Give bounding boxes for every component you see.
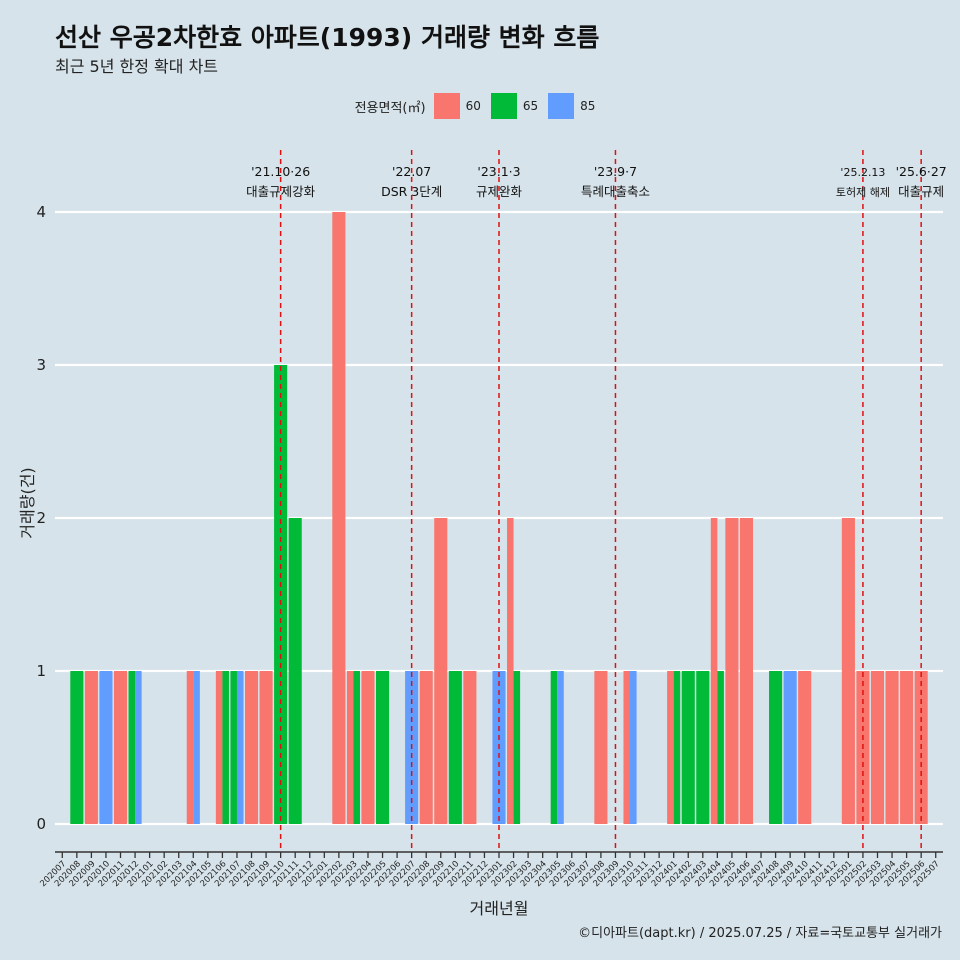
- legend: 전용면적(㎡) 60 65 85: [0, 93, 960, 119]
- bar-202202-60: [332, 212, 346, 824]
- bar-202401-65: [673, 671, 681, 824]
- bar-202404-65: [717, 671, 724, 824]
- bar-202109-60: [259, 671, 273, 824]
- annotation-label-202301: 규제완화: [476, 184, 523, 199]
- bar-202107-85: [236, 671, 244, 824]
- bar-202011-60: [113, 671, 128, 824]
- bar-202209-60: [434, 518, 448, 824]
- bar-202104-60: [186, 671, 194, 824]
- annotation-date-202207: '22.07: [392, 164, 431, 179]
- legend-title: 전용면적(㎡): [354, 100, 426, 116]
- y-axis-title: 거래량(건): [18, 467, 37, 538]
- legend-item-85: 85: [548, 93, 595, 119]
- chart-title: 선산 우공2차한효 아파트(1993) 거래량 변화 흐름: [55, 23, 600, 52]
- bar-202501-60: [841, 518, 855, 824]
- bar-202210-65: [448, 671, 462, 824]
- legend-key-65: [490, 93, 517, 119]
- bar-202402-65: [681, 671, 695, 824]
- annotation-date-202502: '25.2.13: [840, 166, 885, 179]
- bar-202104-85: [193, 671, 200, 824]
- bar-202211-60: [463, 671, 477, 824]
- annotation-label-202207: DSR 3단계: [381, 184, 442, 199]
- bar-202106-65: [222, 671, 229, 824]
- legend-key-85: [548, 93, 575, 119]
- annotation-label-202110: 대출규제강화: [246, 184, 316, 199]
- bar-202012-65: [128, 671, 136, 824]
- y-tick-label: 3: [36, 356, 46, 374]
- bar-202106-60: [215, 671, 223, 824]
- annotation-label-202506: 대출규제: [898, 184, 944, 199]
- bar-202505-60: [900, 671, 914, 824]
- annotation-date-202506: '25.6·27: [896, 164, 947, 179]
- bar-202405-60: [725, 518, 739, 824]
- y-tick-label: 2: [36, 509, 46, 527]
- bar-202009-60: [84, 671, 98, 824]
- bar-202012-85: [135, 671, 142, 824]
- bar-202401-60: [667, 671, 674, 824]
- bar-202305-85: [557, 671, 564, 824]
- bar-202305-65: [550, 671, 558, 824]
- bar-202308-60: [594, 671, 608, 824]
- bar-202204-60: [361, 671, 375, 824]
- legend-label-60: 60: [465, 99, 481, 113]
- bar-202302-60: [507, 518, 514, 824]
- y-tick-label: 1: [36, 662, 46, 680]
- bar-202111-65: [288, 518, 302, 824]
- bar-202504-60: [885, 671, 899, 824]
- chart-subtitle: 최근 5년 한정 확대 차트: [55, 57, 219, 76]
- bar-202404-60: [710, 518, 718, 824]
- bar-202503-60: [870, 671, 885, 824]
- legend-label-65: 65: [522, 99, 539, 113]
- bar-202208-60: [419, 671, 433, 824]
- bar-202410-60: [798, 671, 812, 824]
- bar-202108-60: [244, 671, 259, 824]
- bar-202205-65: [375, 671, 390, 824]
- bar-202008-65: [70, 671, 84, 824]
- y-tick-label: 0: [36, 815, 46, 833]
- annotation-date-202110: '21.10·26: [251, 164, 310, 179]
- x-axis-title: 거래년월: [470, 899, 529, 918]
- y-tick-label: 4: [36, 203, 46, 221]
- bar-202203-60: [346, 671, 354, 824]
- chart-caption: ©디아파트(dapt.kr) / 2025.07.25 / 자료=국토교통부 실…: [578, 926, 942, 941]
- annotation-date-202301: '23.1·3: [477, 164, 520, 179]
- bar-202203-65: [353, 671, 360, 824]
- legend-item-65: 65: [490, 93, 539, 119]
- bar-202409-85: [783, 671, 797, 824]
- bar-202302-65: [513, 671, 521, 824]
- annotation-label-202309: 특례대출축소: [581, 184, 650, 199]
- bar-202406-60: [739, 518, 754, 824]
- bar-202403-65: [696, 671, 710, 824]
- legend-key-60: [433, 93, 460, 119]
- bar-202107-65: [230, 671, 237, 824]
- annotation-date-202309: '23.9·7: [594, 164, 637, 179]
- legend-label-85: 85: [580, 99, 596, 113]
- bar-202010-85: [99, 671, 113, 824]
- legend-item-60: 60: [433, 93, 481, 119]
- bar-202310-60: [623, 671, 631, 824]
- annotation-label-202502: 토허제 해제: [836, 185, 890, 199]
- bar-202310-85: [630, 671, 637, 824]
- bar-202408-65: [769, 671, 783, 824]
